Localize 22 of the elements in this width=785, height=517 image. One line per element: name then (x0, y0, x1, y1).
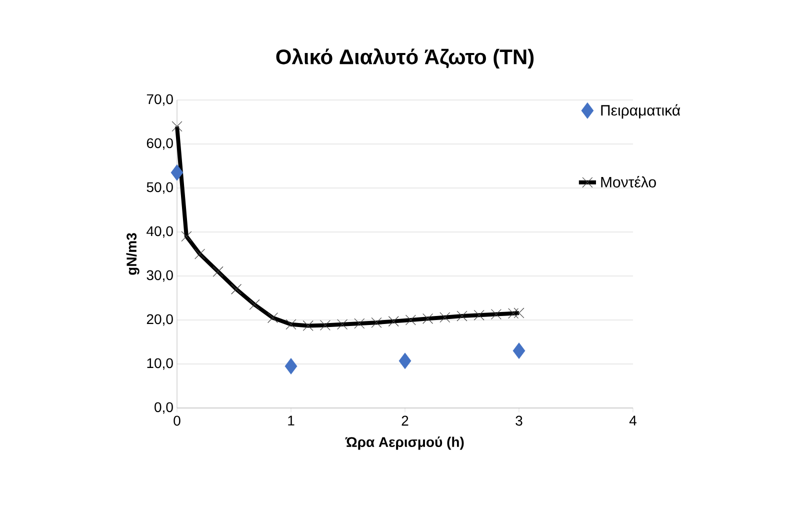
y-tick-label: 20,0 (146, 314, 173, 326)
point (284, 358, 298, 374)
y-tick-label: 30,0 (146, 270, 173, 282)
y-axis-title: gN/m3 (126, 233, 140, 275)
y-tick-label: 70,0 (146, 94, 173, 106)
legend-label: Μοντέλο (601, 176, 656, 188)
point (398, 352, 412, 370)
x-tick-label: 0 (174, 416, 180, 426)
y-tick-label: 60,0 (146, 138, 173, 150)
x-tick-label: 3 (516, 416, 522, 426)
x-axis-title: Ώρα Αερισμού (h) (345, 436, 464, 450)
legend-label: Πειραματικά (601, 104, 680, 119)
x-tick-label: 1 (288, 416, 294, 426)
point (170, 164, 184, 181)
y-tick-label: 0,0 (154, 402, 173, 414)
x-tick-label: 2 (402, 416, 408, 426)
x-tick-label: 4 (629, 416, 636, 426)
y-tick-label: 40,0 (146, 226, 173, 238)
y-tick-label: 50,0 (146, 182, 173, 194)
y-tick-label: 10,0 (147, 358, 173, 370)
point (512, 342, 526, 359)
chart-title: Ολικό Διαλυτό Άζωτο (TN) (276, 48, 534, 68)
